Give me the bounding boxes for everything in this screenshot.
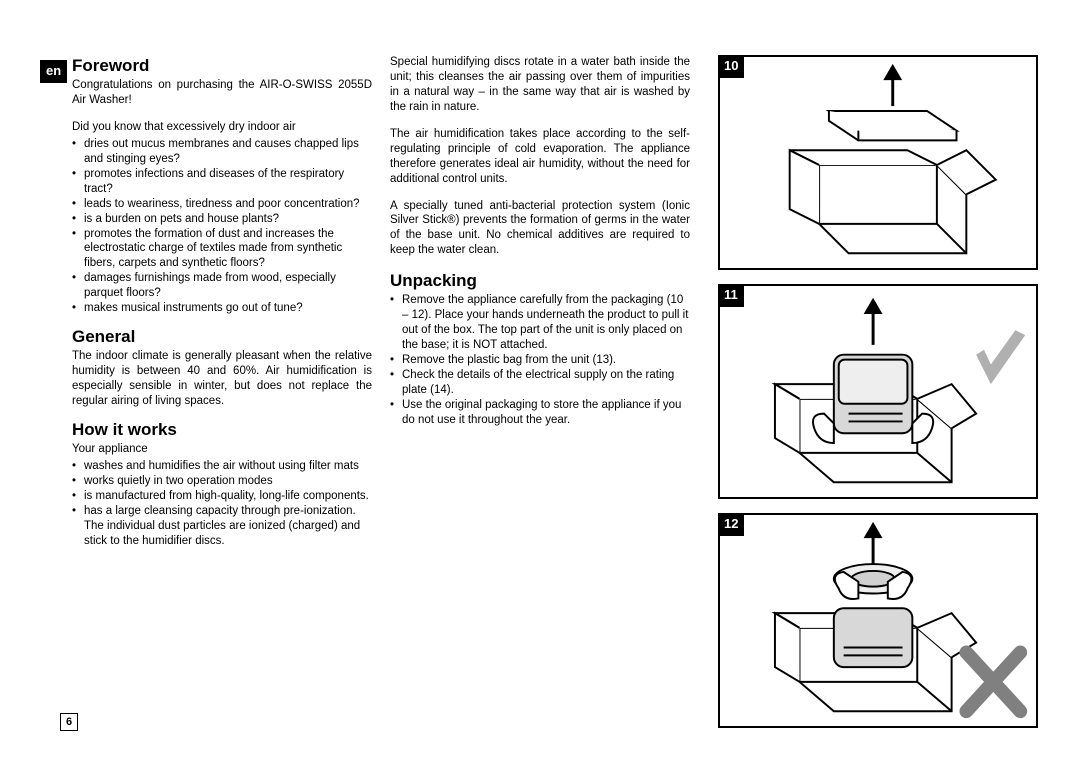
page-number: 6 [60, 713, 78, 731]
list-item: Remove the appliance carefully from the … [402, 293, 690, 353]
how-para: Your appliance [72, 442, 372, 457]
foreword-para-2: Did you know that excessively dry indoor… [72, 120, 372, 135]
list-item: washes and humidifies the air without us… [84, 459, 372, 474]
column-3-figures: 10 [718, 55, 1038, 731]
figure-10-svg [720, 57, 1036, 268]
list-item: leads to weariness, tiredness and poor c… [84, 197, 372, 212]
heading-foreword: Foreword [72, 55, 372, 77]
page-content: Foreword Congratulations on purchasing t… [0, 0, 1080, 761]
col2-para-3: A specially tuned anti-bacterial protect… [390, 199, 690, 259]
figure-label: 12 [718, 513, 744, 536]
heading-general: General [72, 326, 372, 348]
figure-12: 12 [718, 513, 1038, 728]
figure-11-svg [720, 286, 1036, 497]
list-item: is manufactured from high-quality, long-… [84, 489, 372, 504]
list-item: makes musical instruments go out of tune… [84, 301, 372, 316]
list-item: promotes infections and diseases of the … [84, 167, 372, 197]
unpack-list: Remove the appliance carefully from the … [390, 293, 690, 427]
language-badge: en [40, 60, 67, 83]
general-para: The indoor climate is generally pleasant… [72, 349, 372, 409]
list-item: Remove the plastic bag from the unit (13… [402, 353, 690, 368]
figure-label: 10 [718, 55, 744, 78]
figure-label: 11 [718, 284, 744, 307]
list-item: damages furnishings made from wood, espe… [84, 271, 372, 301]
column-1: Foreword Congratulations on purchasing t… [72, 55, 372, 731]
list-item: has a large cleansing capacity through p… [84, 504, 372, 549]
figure-11: 11 [718, 284, 1038, 499]
heading-unpacking: Unpacking [390, 270, 690, 292]
foreword-para-1: Congratulations on purchasing the AIR-O-… [72, 78, 372, 108]
how-list: washes and humidifies the air without us… [72, 459, 372, 549]
list-item: Use the original packaging to store the … [402, 398, 690, 428]
foreword-list: dries out mucus membranes and causes cha… [72, 137, 372, 316]
list-item: dries out mucus membranes and causes cha… [84, 137, 372, 167]
heading-how: How it works [72, 419, 372, 441]
list-item: is a burden on pets and house plants? [84, 212, 372, 227]
list-item: works quietly in two operation modes [84, 474, 372, 489]
col2-para-1: Special humidifying discs rotate in a wa… [390, 55, 690, 115]
column-2: Special humidifying discs rotate in a wa… [390, 55, 690, 731]
figure-10: 10 [718, 55, 1038, 270]
list-item: Check the details of the electrical supp… [402, 368, 690, 398]
list-item: promotes the formation of dust and incre… [84, 227, 372, 272]
figure-12-svg [720, 515, 1036, 726]
col2-para-2: The air humidification takes place accor… [390, 127, 690, 187]
